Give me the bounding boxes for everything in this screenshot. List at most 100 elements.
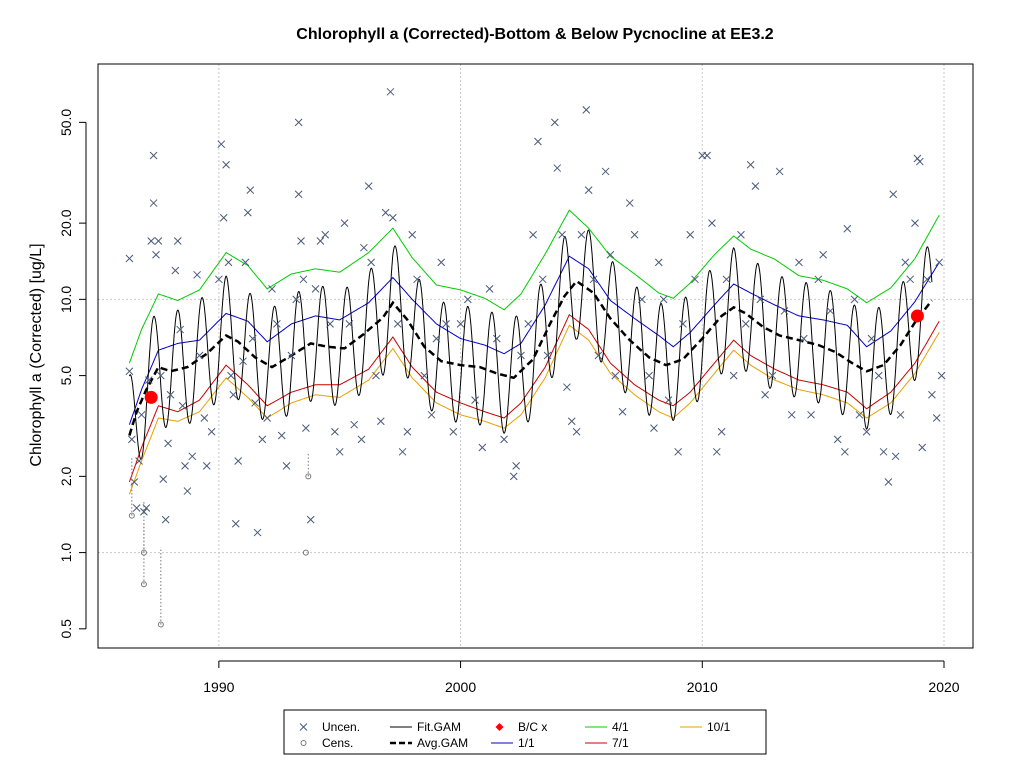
y-tick-label: 1.0 [58, 543, 74, 563]
point-stroke [246, 186, 255, 194]
point-stroke [659, 295, 668, 304]
uncensored-point [152, 250, 160, 259]
point-stroke [372, 371, 380, 380]
uncensored-point [176, 325, 185, 334]
uncensored-point [357, 435, 366, 444]
uncensored-point [140, 507, 148, 516]
point-stroke [686, 230, 695, 239]
point-stroke [132, 504, 141, 512]
uncensored-point [345, 320, 354, 328]
bc-point [144, 390, 158, 404]
uncensored-point [558, 230, 566, 239]
uncensored-point [389, 213, 397, 222]
uncensored-point [780, 307, 789, 315]
point-stroke [664, 396, 673, 404]
uncensored-point [500, 435, 508, 444]
point-stroke [251, 399, 259, 407]
point-stroke [227, 371, 235, 380]
uncensored-point [229, 390, 238, 399]
uncensored-point [577, 230, 586, 239]
point-stroke [389, 213, 397, 222]
point-stroke [171, 266, 180, 275]
uncensored-point [572, 427, 581, 436]
legend: Uncen. Cens. Fit.GAM Avg.GAM B/C x 1/1 4/1 7/1 1… [283, 709, 767, 755]
uncensored-point [302, 424, 310, 433]
uncensored-point [814, 275, 823, 284]
point-stroke [712, 447, 721, 456]
uncensored-point [891, 452, 900, 461]
uncensored-point [432, 334, 441, 343]
point-stroke [850, 295, 859, 304]
uncensored-point [273, 320, 281, 328]
point-stroke [906, 275, 915, 284]
uncensored-point [471, 396, 479, 404]
point-stroke [654, 258, 663, 267]
uncensored-point [553, 164, 562, 172]
uncensored-point [543, 351, 552, 360]
point-stroke [901, 258, 910, 267]
uncensored-point [207, 427, 216, 436]
point-stroke [183, 487, 192, 495]
point-stroke [154, 237, 163, 245]
uncensored-point [937, 371, 946, 380]
uncensored-point [582, 106, 591, 114]
point-stroke [534, 137, 542, 146]
point-stroke [381, 208, 390, 217]
point-stroke [889, 190, 898, 199]
uncensored-point [181, 462, 189, 470]
point-stroke [795, 258, 803, 267]
uncensored-point [222, 160, 230, 169]
y-tick-label: 5.0 [58, 366, 74, 386]
point-stroke [135, 457, 143, 465]
point-stroke [896, 410, 905, 419]
uncensored-point [217, 140, 226, 149]
point-stroke [543, 351, 552, 360]
point-stroke [202, 462, 211, 470]
point-stroke [741, 320, 750, 328]
censored-point [128, 456, 135, 519]
uncensored-point [393, 320, 402, 328]
avg-gam-path [128, 279, 933, 436]
point-stroke [398, 447, 407, 456]
uncensored-point [463, 295, 472, 304]
point-stroke [928, 390, 936, 399]
point-stroke [195, 351, 204, 360]
legend-label: Cens. [322, 736, 353, 750]
uncensored-point [294, 118, 303, 127]
legend-item: Uncen. [299, 720, 360, 734]
legend-label: 4/1 [612, 720, 629, 734]
uncensored-point [166, 390, 175, 399]
point-stroke [316, 237, 325, 245]
uncensored-point [282, 462, 291, 470]
point-stroke [427, 410, 436, 419]
point-stroke [937, 371, 946, 380]
point-stroke [650, 424, 658, 433]
uncensored-point [381, 208, 390, 217]
uncensored-point [420, 371, 429, 380]
uncensored-point [509, 472, 518, 481]
point-stroke [638, 295, 646, 304]
uncensored-point [127, 435, 136, 444]
point-stroke [234, 457, 243, 465]
uncensored-point [538, 275, 547, 284]
uncensored-point [674, 447, 682, 456]
point-stroke [577, 230, 586, 239]
uncensored-point [287, 351, 296, 360]
y-tick-label: 20.0 [58, 209, 74, 236]
point-stroke [326, 320, 334, 328]
uncensored-point [367, 258, 375, 267]
uncensored-point [756, 295, 765, 304]
uncensored-point [246, 186, 255, 194]
uncensored-point [340, 219, 349, 227]
uncensored-point [294, 190, 303, 199]
point-stroke [589, 275, 598, 284]
uncensored-point [437, 258, 446, 267]
point-stroke [935, 258, 944, 267]
uncensored-point [231, 519, 240, 528]
point-stroke [611, 371, 620, 380]
point-stroke [630, 230, 639, 239]
point-stroke [188, 452, 197, 461]
point-stroke [841, 447, 849, 456]
uncensored-point [550, 118, 559, 127]
point-stroke [746, 160, 755, 169]
